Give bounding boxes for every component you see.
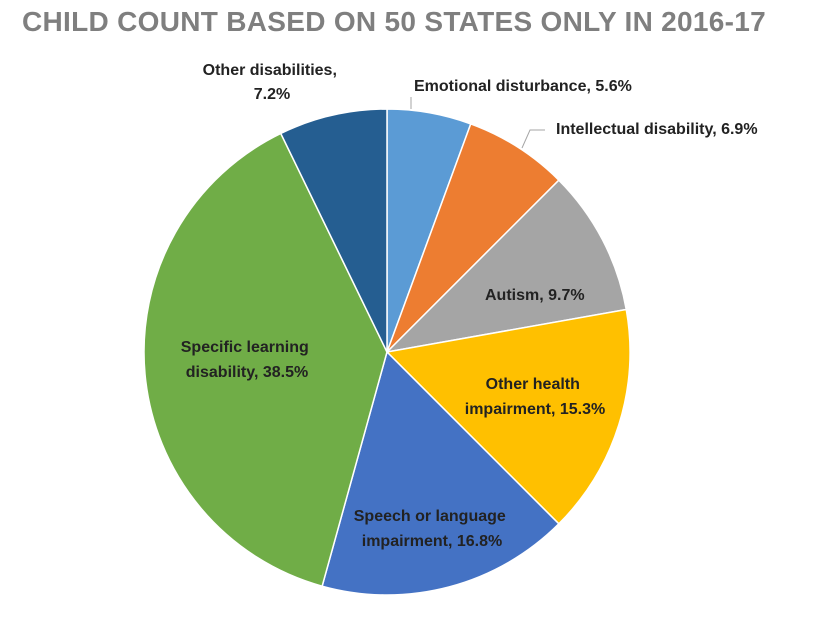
pie-slice-other-health-impairment [385,308,631,525]
label-emotional-disturbance: Emotional disturbance, 5.6% [414,78,632,95]
label-specific-learning-disability: Specific learning disability, 38.5% [181,339,314,381]
pie-slice-autism [384,179,628,354]
pie-slice-speech-or-language-impairment [321,350,560,596]
pie-slice-other-disabilities [279,108,388,353]
label-other-health-impairment: Other health impairment, 15.3% [465,376,606,418]
chart-title: CHILD COUNT BASED ON 50 STATES ONLY IN 2… [22,6,767,37]
pie-slices [143,108,631,596]
label-intellectual-disability: Intellectual disability, 6.9% [556,121,758,138]
label-other-disabilities: Other disabilities, 7.2% [203,62,342,103]
leader-line-intellectual-disability [521,129,545,149]
label-autism: Autism, 9.7% [485,287,585,304]
pie-slice-specific-learning-disability [143,132,388,588]
pie-slice-intellectual-disability [386,122,560,353]
label-speech-or-language-impairment: Speech or language impairment, 16.8% [354,508,511,550]
